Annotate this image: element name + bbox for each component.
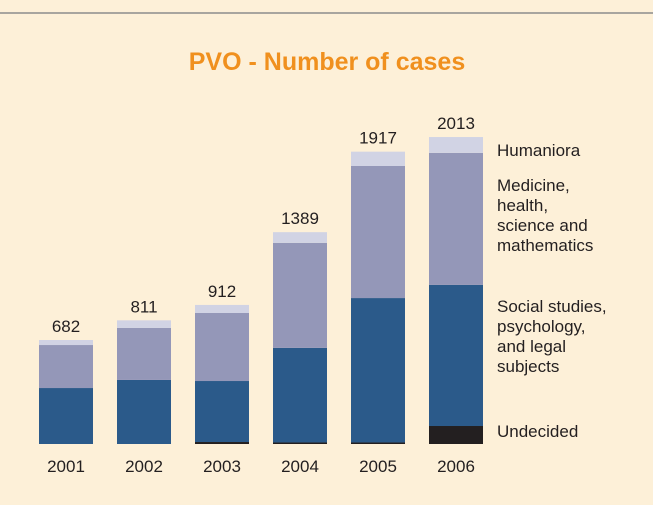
bar-segment xyxy=(429,426,483,444)
bar-segment xyxy=(273,442,327,444)
total-label: 1917 xyxy=(359,129,397,148)
bar-segment xyxy=(117,379,171,444)
bar-segment xyxy=(429,137,483,153)
x-tick-label: 2002 xyxy=(125,457,163,476)
bar-segment xyxy=(273,347,327,443)
bar-segment xyxy=(351,442,405,444)
x-tick-label: 2001 xyxy=(47,457,85,476)
legend-entry: Humaniora xyxy=(497,141,581,160)
total-label: 811 xyxy=(130,297,157,316)
total-label: 2013 xyxy=(437,114,475,133)
bar-segment xyxy=(429,284,483,427)
total-label: 682 xyxy=(52,317,80,336)
legend-entry: Social studies, psychology, and legal su… xyxy=(497,297,607,376)
total-label: 1389 xyxy=(281,209,319,228)
x-tick-label: 2006 xyxy=(437,457,475,476)
bar-segment xyxy=(273,232,327,243)
bar-segment xyxy=(39,345,93,389)
total-label: 912 xyxy=(208,282,236,301)
bar-segment xyxy=(39,339,93,346)
bar-segment xyxy=(351,165,405,299)
legend-entry: Medicine, health, science and mathematic… xyxy=(497,176,594,255)
bar-segment xyxy=(195,313,249,382)
bar-segment xyxy=(195,381,249,443)
x-tick-label: 2004 xyxy=(281,457,319,476)
bar-segment xyxy=(117,327,171,380)
bar-segment xyxy=(273,242,327,348)
bar-segment xyxy=(195,304,249,314)
bar-segment xyxy=(195,442,249,444)
bar-segment xyxy=(39,388,93,444)
bar-segment xyxy=(351,298,405,443)
x-tick-label: 2005 xyxy=(359,457,397,476)
x-tick-label: 2003 xyxy=(203,457,241,476)
chart-title: PVO - Number of cases xyxy=(189,48,465,76)
bar-segment xyxy=(351,151,405,166)
bar-segment xyxy=(429,152,483,285)
legend-entry: Undecided xyxy=(497,422,579,441)
bar-segment xyxy=(117,320,171,328)
